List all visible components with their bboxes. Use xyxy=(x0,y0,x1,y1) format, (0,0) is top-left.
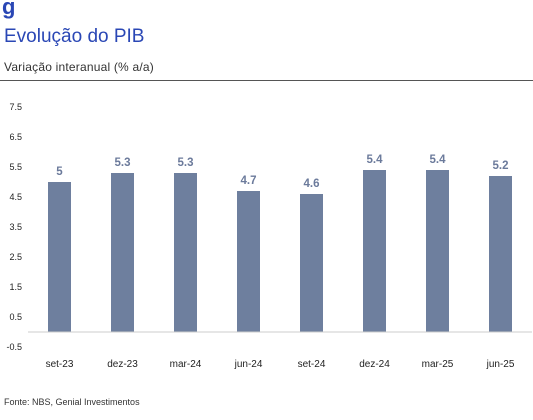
x-axis: set-23 dez-23 mar-24 jun-24 set-24 dez-24 mar-… xyxy=(46,359,515,370)
chart-subtitle: Variação interanual (% a/a) xyxy=(4,60,154,74)
x-tick-label: dez-24 xyxy=(359,359,390,370)
source-note: Fonte: NBS, Genial Investimentos xyxy=(4,397,140,407)
x-tick-label: set-23 xyxy=(46,359,74,370)
x-tick-label: jun-24 xyxy=(234,359,263,370)
bars: 5 5.3 5.3 4.7 4.6 5.4 5.4 5.2 xyxy=(48,154,512,332)
header-divider xyxy=(0,80,533,81)
y-tick-label: 6.5 xyxy=(9,132,22,142)
bar-value-label: 5.3 xyxy=(178,157,194,169)
bar-value-label: 5 xyxy=(56,166,63,178)
bar xyxy=(300,194,323,332)
brand-logo: g xyxy=(2,0,16,19)
x-tick-label: mar-25 xyxy=(422,359,454,370)
y-tick-label: 1.5 xyxy=(9,282,22,292)
y-tick-label: 5.5 xyxy=(9,162,22,172)
bar xyxy=(48,182,71,332)
x-tick-label: mar-24 xyxy=(170,359,202,370)
bar-value-label: 4.6 xyxy=(304,178,320,190)
bar xyxy=(426,170,449,332)
x-tick-label: jun-25 xyxy=(486,359,515,370)
chart-title: Evolução do PIB xyxy=(4,26,145,47)
y-tick-label: 7.5 xyxy=(9,102,22,112)
x-tick-label: dez-23 xyxy=(107,359,138,370)
y-tick-label: 4.5 xyxy=(9,192,22,202)
bar-value-label: 4.7 xyxy=(241,175,257,187)
y-tick-label: 3.5 xyxy=(9,222,22,232)
bar xyxy=(363,170,386,332)
bar-value-label: 5.4 xyxy=(430,154,447,166)
bar xyxy=(111,173,134,332)
x-tick-label: set-24 xyxy=(298,359,326,370)
bar xyxy=(489,176,512,332)
y-axis: -0.5 0.5 1.5 2.5 3.5 4.5 5.5 6.5 7.5 xyxy=(6,102,22,352)
y-tick-label: 2.5 xyxy=(9,252,22,262)
bar-value-label: 5.2 xyxy=(493,160,509,172)
bar xyxy=(174,173,197,332)
bar-value-label: 5.3 xyxy=(115,157,131,169)
bar xyxy=(237,191,260,332)
y-tick-label: -0.5 xyxy=(6,342,22,352)
y-tick-label: 0.5 xyxy=(9,312,22,322)
bar-value-label: 5.4 xyxy=(367,154,384,166)
